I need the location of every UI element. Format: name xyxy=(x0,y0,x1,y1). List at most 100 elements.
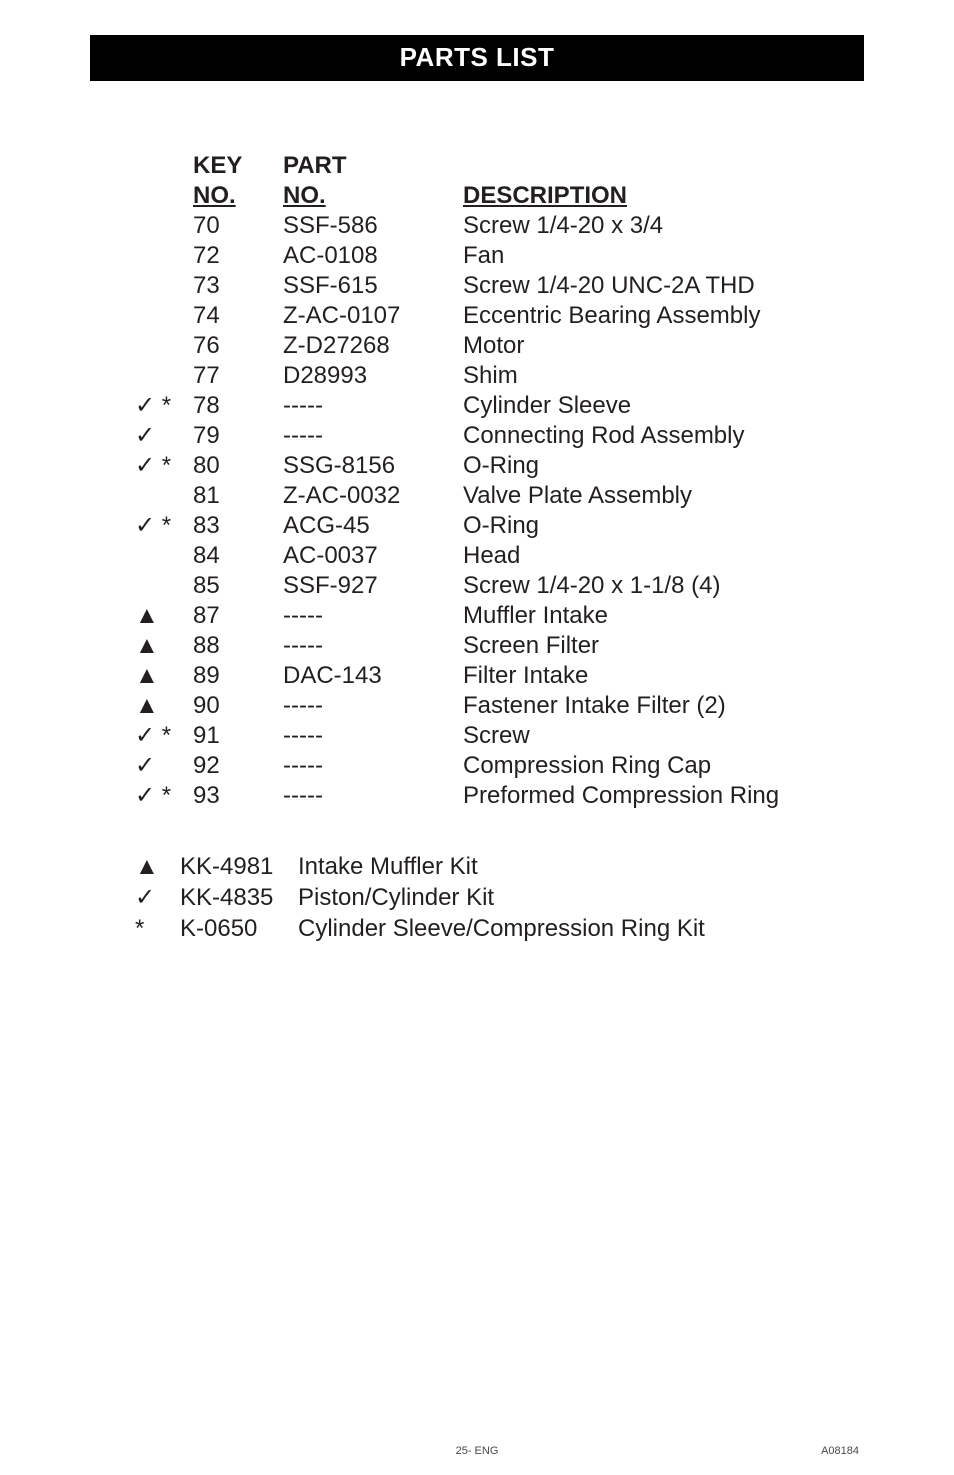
table-row: ✓ * 83ACG-45O-Ring xyxy=(135,511,869,541)
row-part-no: ----- xyxy=(283,391,463,421)
row-part-no: ----- xyxy=(283,631,463,661)
row-description: Muffler Intake xyxy=(463,601,869,631)
kit-mark: ✓ xyxy=(135,882,180,913)
footer-right: A08184 xyxy=(821,1445,859,1457)
header-key-bot: NO. xyxy=(193,181,283,211)
row-description: Fastener Intake Filter (2) xyxy=(463,691,869,721)
row-description: Compression Ring Cap xyxy=(463,751,869,781)
row-key-no: 91 xyxy=(193,721,283,751)
table-row: 84AC-0037Head xyxy=(135,541,869,571)
row-description: Screw 1/4-20 UNC-2A THD xyxy=(463,271,869,301)
table-header-bottom: NO. NO. DESCRIPTION xyxy=(135,181,869,211)
row-mark: ✓ * xyxy=(135,451,193,481)
table-row: ▲ 90-----Fastener Intake Filter (2) xyxy=(135,691,869,721)
table-row: 81Z-AC-0032Valve Plate Assembly xyxy=(135,481,869,511)
row-key-no: 92 xyxy=(193,751,283,781)
row-mark: ▲ xyxy=(135,631,193,661)
kit-mark: * xyxy=(135,913,180,944)
row-description: Cylinder Sleeve xyxy=(463,391,869,421)
table-header-top: KEY PART xyxy=(135,151,869,181)
row-description: Shim xyxy=(463,361,869,391)
row-key-no: 72 xyxy=(193,241,283,271)
header-key-top: KEY xyxy=(193,151,283,181)
row-description: Preformed Compression Ring xyxy=(463,781,869,811)
row-part-no: AC-0037 xyxy=(283,541,463,571)
table-row: ✓ * 80SSG-8156O-Ring xyxy=(135,451,869,481)
table-row: ✓ * 91-----Screw xyxy=(135,721,869,751)
kit-row: *K-0650Cylinder Sleeve/Compression Ring … xyxy=(135,913,869,944)
table-row: ▲ 87-----Muffler Intake xyxy=(135,601,869,631)
row-description: Screw 1/4-20 x 3/4 xyxy=(463,211,869,241)
table-row: 73SSF-615Screw 1/4-20 UNC-2A THD xyxy=(135,271,869,301)
row-key-no: 89 xyxy=(193,661,283,691)
page-title: PARTS LIST xyxy=(400,42,555,72)
row-mark: ✓ * xyxy=(135,721,193,751)
header-part-top: PART xyxy=(283,151,463,181)
row-description: Screw xyxy=(463,721,869,751)
parts-table: KEY PART NO. NO. DESCRIPTION 70SSF-586Sc… xyxy=(135,151,869,811)
title-bar: PARTS LIST xyxy=(90,35,864,81)
table-row: 85SSF-927Screw 1/4-20 x 1-1/8 (4) xyxy=(135,571,869,601)
table-row: 74Z-AC-0107Eccentric Bearing Assembly xyxy=(135,301,869,331)
table-row: ✓ * 78-----Cylinder Sleeve xyxy=(135,391,869,421)
table-row: 70SSF-586Screw 1/4-20 x 3/4 xyxy=(135,211,869,241)
row-key-no: 88 xyxy=(193,631,283,661)
kit-row: ✓KK-4835Piston/Cylinder Kit xyxy=(135,882,869,913)
row-mark: ✓ xyxy=(135,751,193,781)
row-mark: ▲ xyxy=(135,601,193,631)
rows-container: 70SSF-586Screw 1/4-20 x 3/472AC-0108Fan7… xyxy=(135,211,869,811)
row-mark: ✓ * xyxy=(135,781,193,811)
row-part-no: DAC-143 xyxy=(283,661,463,691)
kit-mark: ▲ xyxy=(135,851,180,882)
table-row: ✓ 79-----Connecting Rod Assembly xyxy=(135,421,869,451)
page: PARTS LIST KEY PART NO. NO. DESCRIPTION … xyxy=(0,0,954,1475)
row-key-no: 80 xyxy=(193,451,283,481)
row-description: Eccentric Bearing Assembly xyxy=(463,301,869,331)
kit-part-no: K-0650 xyxy=(180,913,298,944)
row-mark: ▲ xyxy=(135,691,193,721)
row-part-no: SSG-8156 xyxy=(283,451,463,481)
footer-center: 25- ENG xyxy=(0,1445,954,1457)
row-key-no: 74 xyxy=(193,301,283,331)
row-part-no: Z-D27268 xyxy=(283,331,463,361)
row-key-no: 84 xyxy=(193,541,283,571)
table-row: 77D28993Shim xyxy=(135,361,869,391)
row-mark: ▲ xyxy=(135,661,193,691)
row-part-no: ----- xyxy=(283,781,463,811)
kit-description: Piston/Cylinder Kit xyxy=(298,882,869,913)
row-part-no: ----- xyxy=(283,751,463,781)
row-description: Screen Filter xyxy=(463,631,869,661)
kits-list: ▲KK-4981Intake Muffler Kit✓KK-4835Piston… xyxy=(135,851,869,945)
row-part-no: SSF-586 xyxy=(283,211,463,241)
kit-part-no: KK-4835 xyxy=(180,882,298,913)
row-part-no: Z-AC-0107 xyxy=(283,301,463,331)
row-mark: ✓ xyxy=(135,421,193,451)
table-row: ✓ 92-----Compression Ring Cap xyxy=(135,751,869,781)
table-row: ▲ 89DAC-143Filter Intake xyxy=(135,661,869,691)
table-row: 76Z-D27268Motor xyxy=(135,331,869,361)
header-part-bot: NO. xyxy=(283,181,463,211)
row-mark: ✓ * xyxy=(135,391,193,421)
row-part-no: ----- xyxy=(283,601,463,631)
row-part-no: ACG-45 xyxy=(283,511,463,541)
row-key-no: 70 xyxy=(193,211,283,241)
kit-description: Cylinder Sleeve/Compression Ring Kit xyxy=(298,913,869,944)
kit-description: Intake Muffler Kit xyxy=(298,851,869,882)
row-part-no: ----- xyxy=(283,721,463,751)
row-description: Fan xyxy=(463,241,869,271)
row-part-no: D28993 xyxy=(283,361,463,391)
row-key-no: 83 xyxy=(193,511,283,541)
row-description: Head xyxy=(463,541,869,571)
row-part-no: SSF-927 xyxy=(283,571,463,601)
row-key-no: 81 xyxy=(193,481,283,511)
row-key-no: 87 xyxy=(193,601,283,631)
row-part-no: ----- xyxy=(283,691,463,721)
row-description: Screw 1/4-20 x 1-1/8 (4) xyxy=(463,571,869,601)
row-key-no: 85 xyxy=(193,571,283,601)
table-row: 72AC-0108Fan xyxy=(135,241,869,271)
kit-row: ▲KK-4981Intake Muffler Kit xyxy=(135,851,869,882)
row-description: Valve Plate Assembly xyxy=(463,481,869,511)
row-mark: ✓ * xyxy=(135,511,193,541)
row-key-no: 90 xyxy=(193,691,283,721)
row-key-no: 79 xyxy=(193,421,283,451)
